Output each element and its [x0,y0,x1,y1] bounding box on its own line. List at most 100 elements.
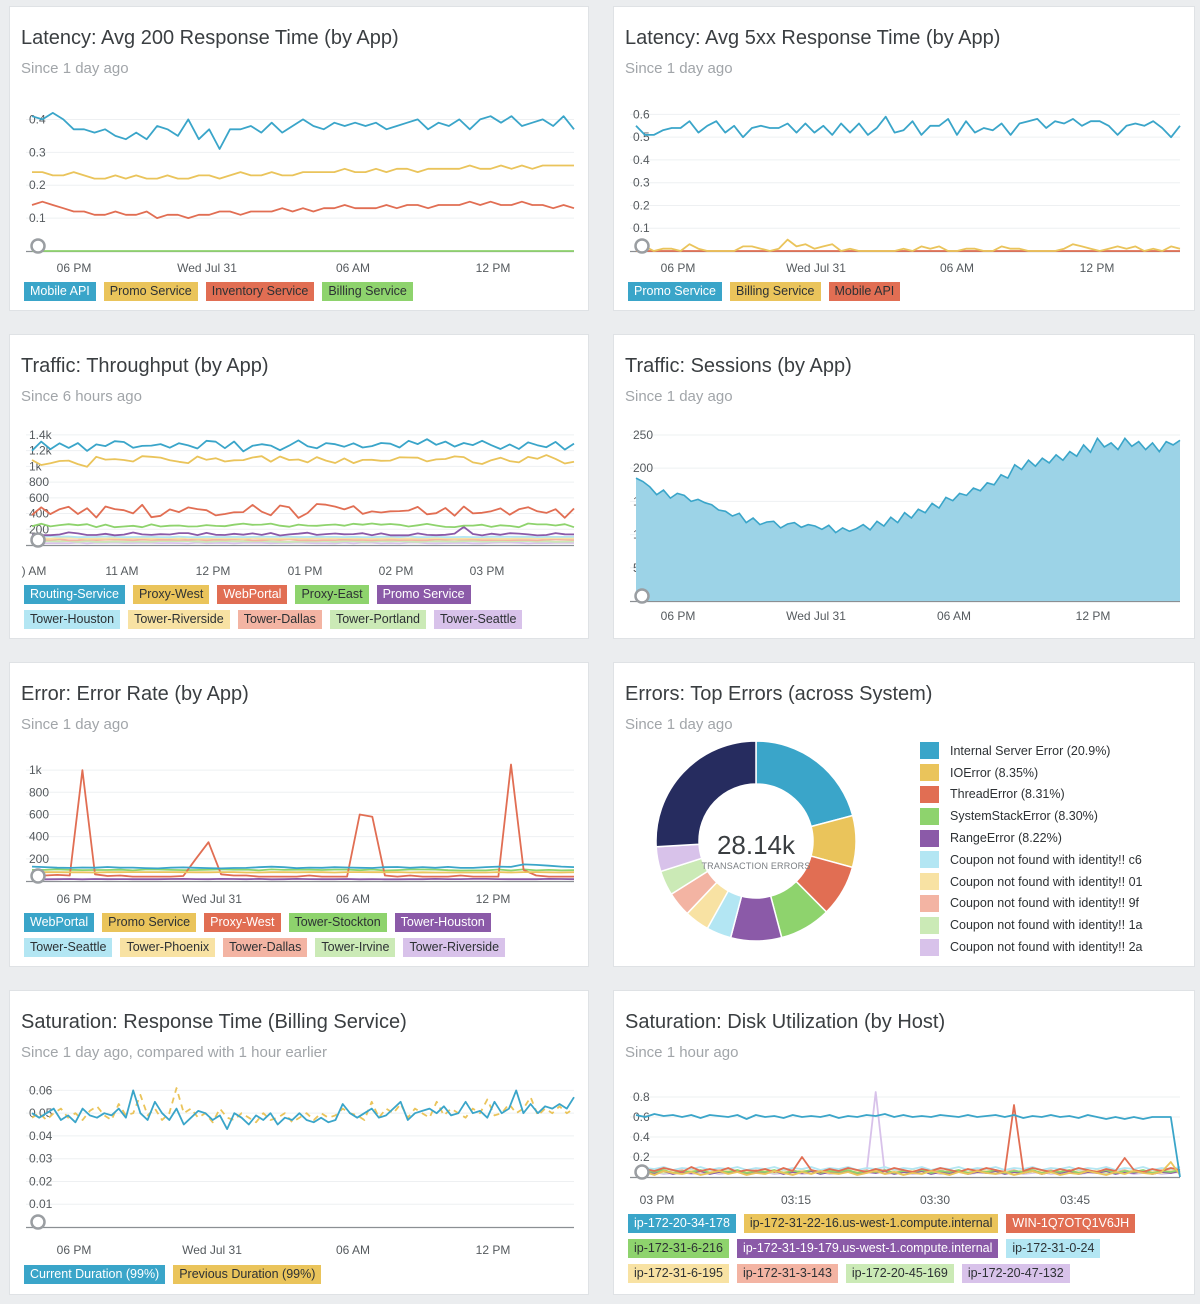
legend-item-proxy-west[interactable]: Proxy-West [204,913,281,932]
legend-item-tower-dallas[interactable]: Tower-Dallas [237,610,322,629]
chart-latency-5xx: 0.1 0.2 0.3 0.4 0.5 0.6 06 PM Wed Jul 31 06 AM 12… [630,107,1181,275]
legend-label: Coupon not found with identity!! 2a [950,940,1143,955]
x-tick-label: 06 PM [57,261,92,275]
legend-swatch [920,916,939,934]
legend-item-tower-seattle[interactable]: Tower-Seattle [434,610,523,629]
legend-label: IOError (8.35%) [950,765,1039,780]
legend-item-webportal[interactable]: WebPortal [24,913,95,932]
legend-item-host[interactable]: ip-172-31-22-16.us-west-1.compute.intern… [743,1214,999,1233]
legend-item-tower-phoenix[interactable]: Tower-Phoenix [120,938,216,957]
panel-title: Traffic: Throughput (by App) [21,355,269,377]
legend-item-mobile-api[interactable]: Mobile API [24,282,96,301]
legend-item-tower-houston[interactable]: Tower-Houston [24,610,121,629]
legend-item-tower-portland[interactable]: Tower-Portland [329,610,427,629]
series-line [32,540,575,543]
panel-subtitle: Since 1 hour ago [625,1044,739,1061]
donut-legend-item[interactable]: SystemStackError (8.30%) [920,805,1165,827]
donut-legend-item[interactable]: Coupon not found with identity!! 2a [920,936,1165,958]
series-line [635,238,1181,252]
donut-legend-item[interactable]: RangeError (8.22%) [920,827,1165,849]
donut-legend-item[interactable]: Coupon not found with identity!! c6 [920,849,1165,871]
series-line [31,538,575,542]
chart-latency-200: 0.10.20.30.406 PM Wed Jul 31 06 AM 12 PM [26,112,575,275]
legend-item-tower-stockton[interactable]: Tower-Stockton [288,913,387,932]
panel-sessions: Traffic: Sessions (by App) Since 1 day a… [613,334,1195,639]
legend-item-mobile-api[interactable]: Mobile API [828,282,901,301]
legend-label: Coupon not found with identity!! 9f [950,896,1140,911]
legend-item-tower-houston[interactable]: Tower-Houston [394,913,491,932]
series-line [635,1161,1181,1176]
legend-item-host[interactable]: ip-172-20-45-169 [845,1264,954,1283]
legend: WebPortal Promo Service Proxy-West Tower… [24,913,491,932]
x-tick-label: ) AM [22,564,47,578]
legend-swatch [920,742,939,760]
y-tick-label: 0.04 [29,1129,53,1143]
y-tick-label: 0.03 [29,1152,53,1166]
series-line [635,115,1181,139]
panel-subtitle: Since 6 hours ago [21,388,142,405]
legend-item-tower-irvine[interactable]: Tower-Irvine [315,938,396,957]
y-tick-label: 0.1 [29,211,46,225]
panel-latency-5xx: Latency: Avg 5xx Response Time (by App) … [613,6,1195,311]
x-tick-label: 03 PM [470,564,505,578]
y-tick-label: 1.4k [29,428,53,442]
series-line [31,522,575,529]
x-tick-label: 06 PM [661,261,696,275]
legend-label: Internal Server Error (20.9%) [950,743,1111,758]
series-line [635,1104,1181,1173]
chart-top-errors-donut [655,740,857,942]
legend-item-promo-service[interactable]: Promo Service [103,282,198,301]
series-line [31,438,575,453]
x-tick-label: 01 PM [288,564,323,578]
donut-legend-item[interactable]: Coupon not found with identity!! 1a [920,914,1165,936]
y-tick-label: 0.1 [633,221,650,235]
legend-item-host[interactable]: ip-172-31-6-216 [628,1239,729,1258]
series-line [32,164,574,180]
legend-item-tower-riverside[interactable]: Tower-Riverside [403,938,506,957]
legend-item-tower-seattle[interactable]: Tower-Seattle [24,938,113,957]
legend: Mobile API Promo Service Inventory Servi… [24,282,413,301]
legend-item-host[interactable]: ip-172-31-6-195 [628,1264,729,1283]
legend-item-webportal[interactable]: WebPortal [217,585,288,604]
panel-title: Saturation: Disk Utilization (by Host) [625,1011,946,1033]
x-tick-label: 06 AM [336,261,370,275]
series-line [31,863,575,870]
donut-legend-item[interactable]: IOError (8.35%) [920,762,1165,784]
chart-error-rate: 200 400 600 800 1k 06 PM Wed Jul 31 06 AM 12 PM [26,763,575,906]
legend-item-billing-service[interactable]: Billing Service [322,282,413,301]
legend-item-promo-service[interactable]: Promo Service [102,913,197,932]
legend-item-host[interactable]: ip-172-20-47-132 [961,1264,1070,1283]
legend-item-inventory-service[interactable]: Inventory Service [205,282,315,301]
series-line [31,112,575,150]
legend-item-billing-service[interactable]: Billing Service [729,282,821,301]
legend-item-previous-duration[interactable]: Previous Duration (99%) [173,1265,322,1284]
x-tick-label: 06 PM [57,1243,92,1257]
legend-item-host[interactable]: ip-172-31-19-179.us-west-1.compute.inter… [736,1239,999,1258]
chart-disk-utilization: 0.20.40.60.803 PM 03:15 03:30 03:45 [630,1090,1181,1207]
legend-item-tower-dallas[interactable]: Tower-Dallas [223,938,308,957]
legend-item-host[interactable]: ip-172-31-0-24 [1006,1239,1101,1258]
legend-item-host[interactable]: WIN-1Q7OTQ1V6JH [1006,1214,1136,1233]
legend-label: SystemStackError (8.30%) [950,809,1098,824]
legend-item-promo-service[interactable]: Promo Service [376,585,471,604]
y-tick-label: 0.2 [29,178,46,192]
panel-title: Error: Error Rate (by App) [21,683,249,705]
donut-legend-item[interactable]: ThreadError (8.31%) [920,784,1165,806]
legend-item-promo-service[interactable]: Promo Service [628,282,722,301]
donut-legend-item[interactable]: Coupon not found with identity!! 9f [920,893,1165,915]
legend-item-proxy-west[interactable]: Proxy-West [132,585,210,604]
y-tick-label: 0.8 [633,1090,650,1104]
donut-legend-item[interactable]: Coupon not found with identity!! 01 [920,871,1165,893]
legend-item-tower-riverside[interactable]: Tower-Riverside [128,610,230,629]
y-tick-label: 0.01 [29,1197,53,1211]
donut-legend-item[interactable]: Internal Server Error (20.9%) [920,740,1165,762]
legend-row-3: ip-172-31-6-195 ip-172-31-3-143 ip-172-2… [628,1264,1070,1283]
origin-marker [634,238,650,254]
legend-item-host[interactable]: ip-172-20-34-178 [628,1214,736,1233]
legend-item-host[interactable]: ip-172-31-3-143 [736,1264,838,1283]
legend-item-proxy-east[interactable]: Proxy-East [295,585,369,604]
legend-item-current-duration[interactable]: Current Duration (99%) [24,1265,166,1284]
x-tick-label: Wed Jul 31 [786,609,846,623]
y-tick-label: 200 [633,461,653,475]
legend-item-routing-service[interactable]: Routing-Service [24,585,125,604]
